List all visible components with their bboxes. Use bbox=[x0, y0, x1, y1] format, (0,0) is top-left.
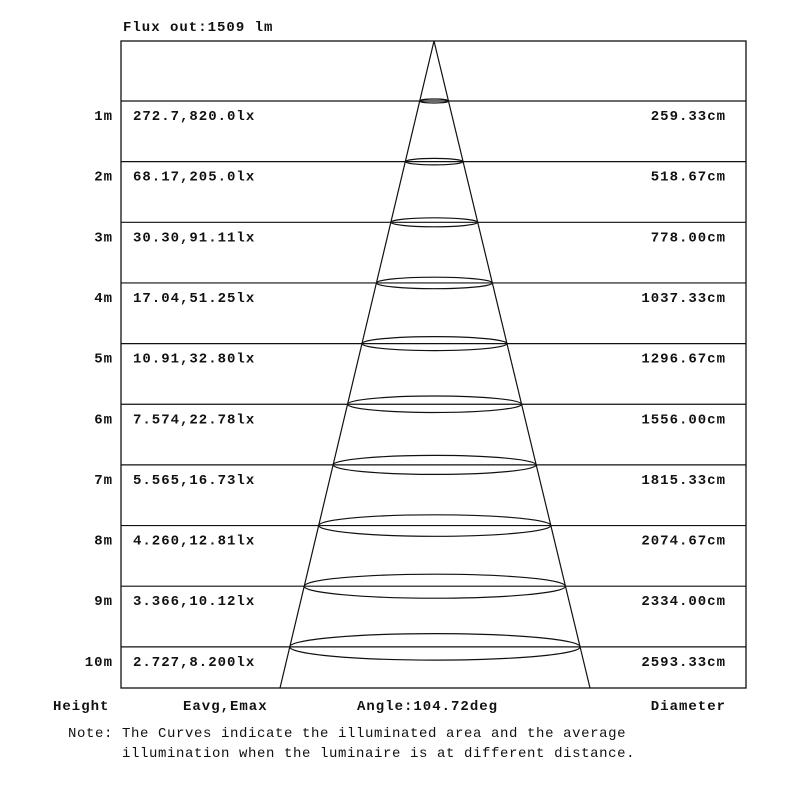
row-eavg-emax: 4.260,12.81lx bbox=[133, 534, 255, 550]
row-diameter: 2334.00cm bbox=[641, 594, 726, 610]
row-eavg-emax: 10.91,32.80lx bbox=[133, 352, 255, 368]
row-diameter: 778.00cm bbox=[651, 230, 726, 246]
eavg-column-label: Eavg,Emax bbox=[183, 699, 268, 715]
row-eavg-emax: 2.727,8.200lx bbox=[133, 655, 255, 671]
row-height: 6m bbox=[94, 412, 113, 428]
note-line-1: The Curves indicate the illuminated area… bbox=[122, 726, 626, 742]
row-height: 7m bbox=[94, 473, 113, 489]
cone-left-edge bbox=[279, 40, 435, 689]
angle-label: Angle:104.72deg bbox=[357, 699, 498, 715]
flux-label: Flux out:1509 lm bbox=[123, 20, 273, 36]
row-diameter: 1815.33cm bbox=[641, 473, 726, 489]
note-line-2: illumination when the luminaire is at di… bbox=[122, 746, 635, 762]
row-eavg-emax: 68.17,205.0lx bbox=[133, 170, 255, 186]
row-diameter: 1296.67cm bbox=[641, 352, 726, 368]
row-diameter: 1556.00cm bbox=[641, 412, 726, 428]
row-eavg-emax: 3.366,10.12lx bbox=[133, 594, 255, 610]
row-diameter: 259.33cm bbox=[651, 109, 726, 125]
row-height: 9m bbox=[94, 594, 113, 610]
row-eavg-emax: 17.04,51.25lx bbox=[133, 291, 255, 307]
row-eavg-emax: 5.565,16.73lx bbox=[133, 473, 255, 489]
row-diameter: 518.67cm bbox=[651, 170, 726, 186]
row-diameter: 2593.33cm bbox=[641, 655, 726, 671]
diameter-column-label: Diameter bbox=[651, 699, 726, 715]
row-eavg-emax: 7.574,22.78lx bbox=[133, 412, 255, 428]
row-eavg-emax: 30.30,91.11lx bbox=[133, 230, 255, 246]
row-height: 8m bbox=[94, 534, 113, 550]
note-prefix: Note: bbox=[68, 726, 113, 742]
row-height: 5m bbox=[94, 352, 113, 368]
row-height: 1m bbox=[94, 109, 113, 125]
row-height: 4m bbox=[94, 291, 113, 307]
row-height: 2m bbox=[94, 170, 113, 186]
row-diameter: 1037.33cm bbox=[641, 291, 726, 307]
row-height: 3m bbox=[94, 230, 113, 246]
row-height: 10m bbox=[85, 655, 113, 671]
height-column-label: Height bbox=[53, 699, 109, 715]
row-eavg-emax: 272.7,820.0lx bbox=[133, 109, 255, 125]
cone-right-edge bbox=[433, 40, 591, 689]
row-diameter: 2074.67cm bbox=[641, 534, 726, 550]
